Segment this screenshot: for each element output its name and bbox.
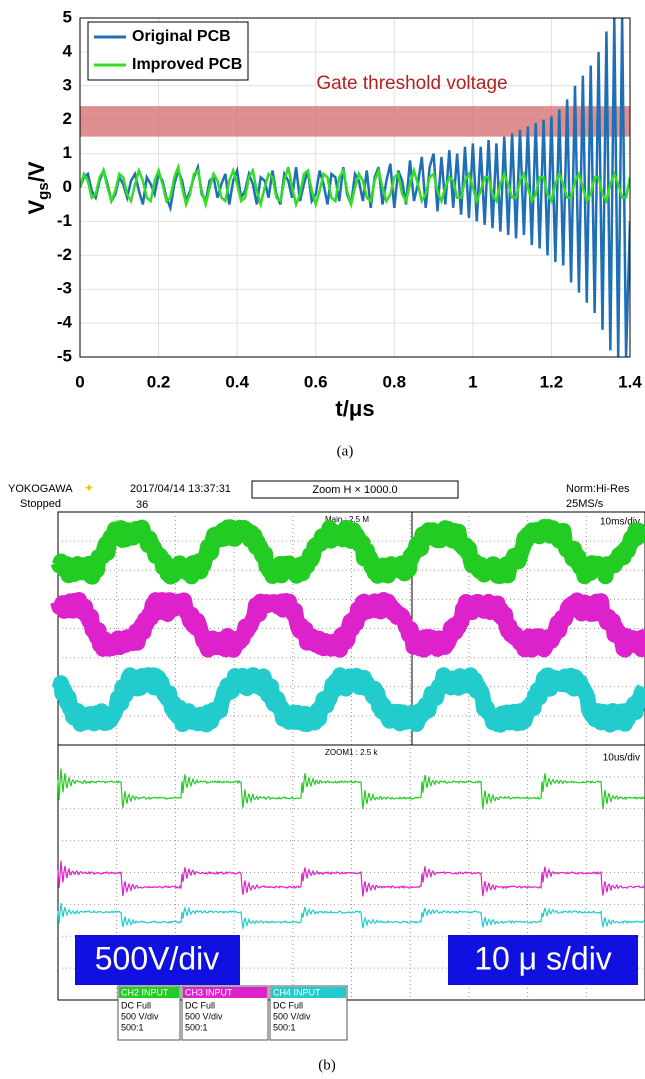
scope-text: 2017/04/14 13:37:31 bbox=[130, 483, 231, 495]
legend-label: Improved PCB bbox=[132, 56, 242, 73]
scope-text: 500:1 bbox=[273, 1022, 296, 1032]
caption: (b) bbox=[318, 1057, 336, 1073]
y-tick-label: 2 bbox=[63, 109, 72, 128]
x-tick-label: 1.2 bbox=[540, 372, 564, 391]
scope-text: 10 μ s/div bbox=[474, 940, 612, 976]
y-tick-label: -1 bbox=[57, 211, 72, 230]
scope-text: Stopped bbox=[20, 498, 61, 510]
scope-text: 10us/div bbox=[603, 753, 640, 764]
x-tick-label: 0.2 bbox=[147, 372, 171, 391]
scope-text: 500 V/div bbox=[185, 1011, 223, 1021]
y-axis-label-part: gs bbox=[35, 182, 52, 200]
scope-text: 36 bbox=[136, 499, 148, 511]
scope-text: DC Full bbox=[185, 1000, 215, 1010]
scope-text: CH3 INPUT bbox=[185, 987, 233, 997]
y-tick-label: 1 bbox=[63, 143, 72, 162]
x-tick-label: 1.4 bbox=[618, 372, 642, 391]
scope-text: ZOOM1 : 2.5 k bbox=[325, 748, 378, 757]
x-tick-label: 0.8 bbox=[382, 372, 406, 391]
scope-text: DC Full bbox=[273, 1000, 303, 1010]
y-tick-label: -2 bbox=[57, 245, 72, 264]
caption: (a) bbox=[337, 443, 354, 459]
star-icon: ✦ bbox=[84, 481, 94, 495]
threshold-band bbox=[80, 106, 630, 137]
annotation: Gate threshold voltage bbox=[316, 73, 507, 94]
scope-text: 500:1 bbox=[185, 1022, 208, 1032]
scope-text: 500:1 bbox=[121, 1022, 144, 1032]
scope-text: DC Full bbox=[121, 1000, 151, 1010]
y-tick-label: -4 bbox=[57, 313, 73, 332]
y-axis-label: Vgs/V bbox=[24, 161, 52, 214]
y-tick-label: 0 bbox=[63, 177, 72, 196]
x-tick-label: 0 bbox=[75, 372, 84, 391]
x-tick-label: 0.4 bbox=[225, 372, 249, 391]
scope-text: CH4 INPUT bbox=[273, 987, 321, 997]
y-axis-label-part: /V bbox=[24, 161, 49, 182]
y-tick-label: 5 bbox=[63, 7, 72, 26]
scope-text: Norm:Hi-Res bbox=[566, 483, 630, 495]
scope-text: 500 V/div bbox=[121, 1011, 159, 1021]
scope-text: Zoom H × 1000.0 bbox=[312, 484, 397, 496]
scope-text: 500 V/div bbox=[273, 1011, 311, 1021]
x-axis-label: t/μs bbox=[335, 396, 374, 421]
scope-text: CH2 INPUT bbox=[121, 987, 169, 997]
x-tick-label: 0.6 bbox=[304, 372, 328, 391]
x-tick-label: 1 bbox=[468, 372, 477, 391]
y-tick-label: 4 bbox=[63, 41, 73, 60]
scope-text: 500V/div bbox=[95, 940, 220, 976]
y-tick-label: -3 bbox=[57, 279, 72, 298]
figure: -5 -4 -3 -2 -1 0 1 2 3 4 5 0 0.2 0.4 0.6 0.8 1 1.2 1.4 Gate… bbox=[0, 0, 645, 1079]
y-tick-label: 3 bbox=[63, 75, 72, 94]
legend-label: Original PCB bbox=[132, 28, 231, 45]
y-axis-label-part: V bbox=[24, 200, 49, 215]
y-tick-label: -5 bbox=[57, 346, 72, 365]
scope-text: 25MS/s bbox=[566, 498, 604, 510]
scope-text: YOKOGAWA bbox=[8, 483, 73, 495]
